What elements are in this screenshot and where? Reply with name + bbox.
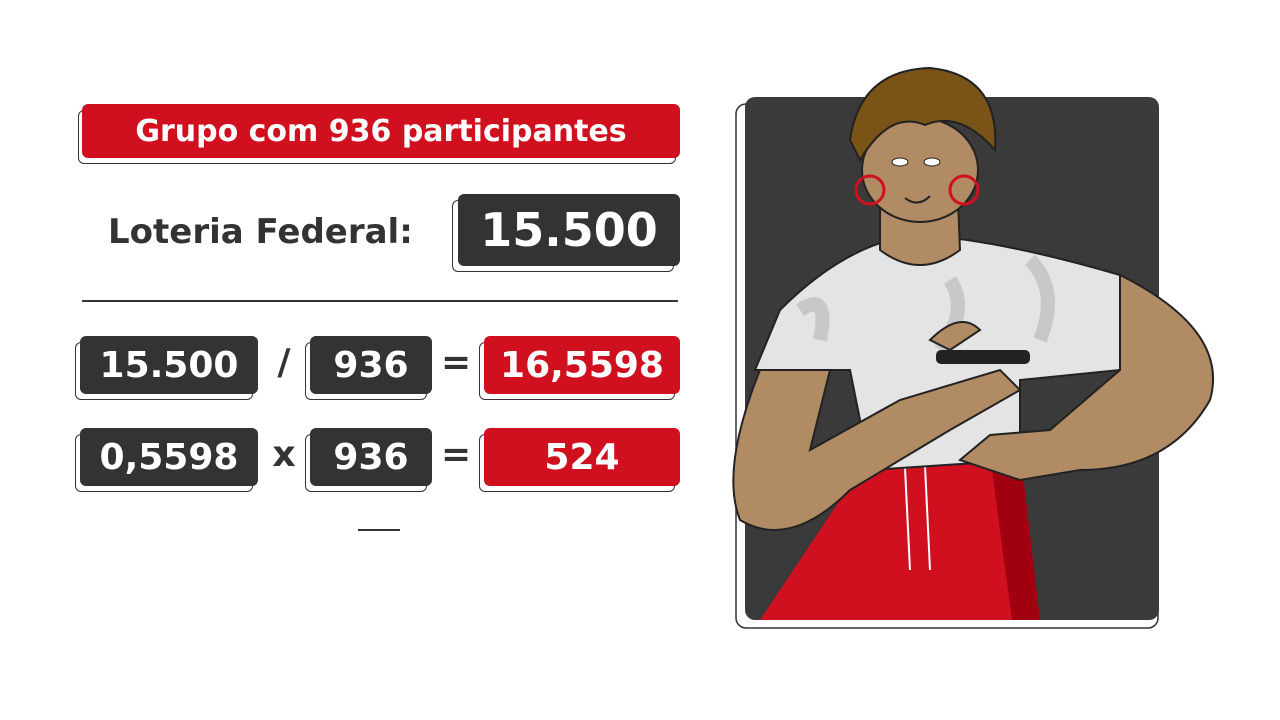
operator: = <box>441 342 472 383</box>
illustration <box>732 66 1215 629</box>
prize-label: Loteria Federal: <box>108 212 413 252</box>
divider <box>82 300 678 302</box>
cursor-line <box>358 529 400 531</box>
operator: / <box>277 342 291 383</box>
calc-value: 15.500 <box>80 336 258 394</box>
calc-value: 0,5598 <box>80 428 258 486</box>
prize-value: 15.500 <box>458 194 680 266</box>
operator: = <box>441 434 472 475</box>
title-box: Grupo com 936 participantes <box>82 104 680 158</box>
operator: x <box>272 434 296 475</box>
calc-value: 936 <box>310 336 432 394</box>
calc-value: 524 <box>484 428 680 486</box>
calc-value: 936 <box>310 428 432 486</box>
calc-value: 16,5598 <box>484 336 680 394</box>
